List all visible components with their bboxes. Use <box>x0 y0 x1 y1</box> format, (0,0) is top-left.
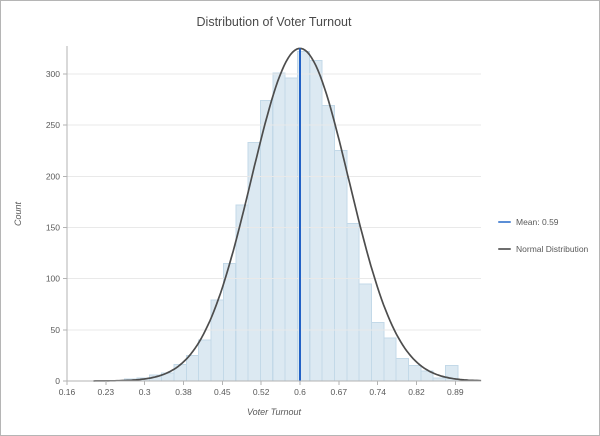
legend: Mean: 0.59 Normal Distribution <box>498 217 598 271</box>
histogram-bar <box>371 322 385 382</box>
legend-item-mean[interactable]: Mean: 0.59 <box>498 217 598 227</box>
histogram-bar <box>395 358 409 382</box>
histogram-bar <box>185 354 200 382</box>
histogram-bar <box>408 365 422 382</box>
legend-label-mean: Mean: 0.59 <box>516 217 559 227</box>
y-axis-label: Count <box>13 201 23 227</box>
x-tick-label: 0.45 <box>214 387 231 397</box>
axes <box>66 46 481 382</box>
x-tick-label: 0.89 <box>447 387 464 397</box>
legend-item-normal-distribution[interactable]: Normal Distribution <box>498 244 598 254</box>
histogram-bar <box>284 77 298 382</box>
y-tick-label: 300 <box>46 69 60 79</box>
histogram-bar <box>358 283 372 382</box>
histogram-bar <box>309 60 323 382</box>
x-tick-label: 0.52 <box>253 387 270 397</box>
y-axis-ticks: 0 50 100 150 200 250 300 <box>46 69 67 386</box>
y-tick-label: 200 <box>46 171 60 181</box>
histogram-bar <box>247 142 261 382</box>
y-tick-label: 0 <box>55 376 60 386</box>
x-tick-label: 0.3 <box>139 387 151 397</box>
x-tick-label: 0.16 <box>59 387 76 397</box>
x-tick-label: 0.67 <box>331 387 348 397</box>
legend-label-normal-distribution: Normal Distribution <box>516 244 589 254</box>
x-tick-label: 0.82 <box>408 387 425 397</box>
x-axis-label: Voter Turnout <box>246 407 302 417</box>
y-tick-label: 100 <box>46 274 60 284</box>
y-tick-label: 150 <box>46 223 60 233</box>
x-tick-label: 0.74 <box>369 387 386 397</box>
gridlines <box>67 73 481 331</box>
histogram-bar <box>259 100 274 382</box>
normal-curve-sample-icon <box>498 248 511 250</box>
normal-distribution-curve <box>93 47 482 382</box>
x-tick-label: 0.38 <box>175 387 192 397</box>
mean-line-sample-icon <box>498 221 511 223</box>
x-axis-ticks: 0.16 0.23 0.3 0.38 0.45 0.52 0.6 0.67 0.74 0.82 0.… <box>59 381 464 397</box>
y-tick-label: 250 <box>46 120 60 130</box>
histogram-bar <box>383 337 397 382</box>
histogram-bars <box>124 51 459 382</box>
histogram-bar <box>321 105 335 382</box>
histogram-bar <box>346 222 360 382</box>
x-tick-label: 0.6 <box>294 387 306 397</box>
x-tick-label: 0.23 <box>98 387 115 397</box>
histogram-bar <box>334 150 348 382</box>
histogram-bar <box>198 339 212 382</box>
chart-title: Distribution of Voter Turnout <box>196 15 352 29</box>
y-tick-label: 50 <box>51 325 61 335</box>
